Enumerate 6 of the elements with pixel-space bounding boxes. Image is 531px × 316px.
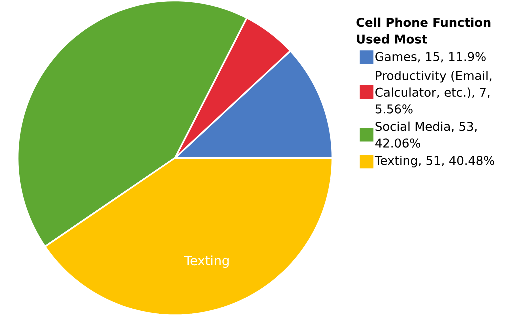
text: Texting	[184, 256, 229, 268]
legend-label: Games, 15, 11.9%	[376, 52, 486, 63]
legend-label: Productivity (Email, Calculator, etc.), 7, 5.56%	[376, 70, 492, 114]
legend-label: Social Media, 53, 42.06%	[376, 122, 477, 148]
legend-label: Texting, 51, 40.48%	[374, 156, 494, 168]
legend-title: Cell Phone Function Used Most	[356, 18, 491, 44]
